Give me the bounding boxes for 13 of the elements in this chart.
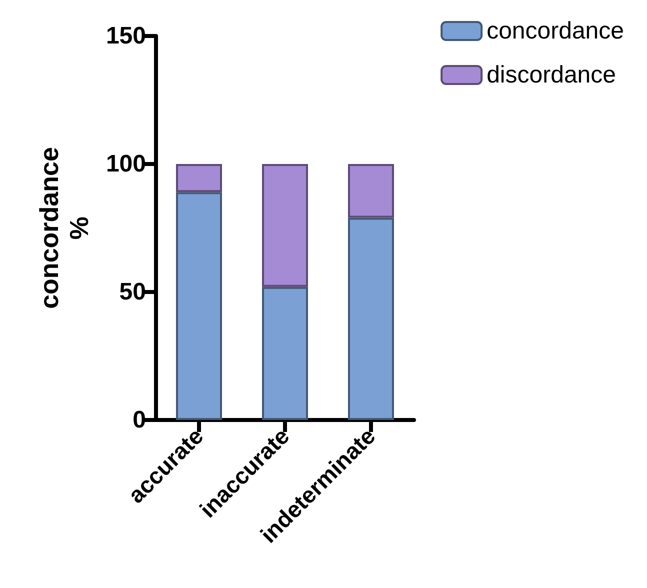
bar bbox=[176, 164, 222, 192]
y-tick-label: 150 bbox=[106, 22, 146, 50]
bar bbox=[176, 192, 222, 420]
y-axis-title: concordance % bbox=[34, 147, 94, 309]
bar bbox=[348, 164, 394, 218]
bar bbox=[348, 218, 394, 420]
bar bbox=[262, 164, 308, 287]
y-tick-label: 50 bbox=[119, 278, 146, 306]
y-tick-label: 0 bbox=[132, 406, 146, 434]
bar bbox=[262, 286, 308, 420]
legend-label: concordance bbox=[486, 18, 624, 44]
legend-label: discordance bbox=[486, 62, 616, 88]
y-tick-label: 100 bbox=[106, 150, 146, 178]
